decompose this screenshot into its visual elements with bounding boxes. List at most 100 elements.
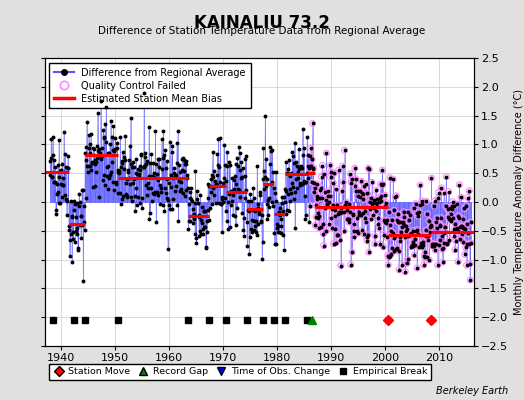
Point	[449, 198, 457, 205]
Point	[427, 222, 435, 228]
Point	[359, 196, 368, 203]
Point	[315, 213, 323, 220]
Point	[418, 244, 427, 250]
Point	[395, 218, 403, 225]
Point	[463, 220, 472, 227]
Point	[403, 260, 411, 266]
Point	[410, 205, 418, 211]
Point	[346, 170, 355, 177]
Point	[321, 189, 329, 196]
Text: Berkeley Earth: Berkeley Earth	[436, 386, 508, 396]
Point	[458, 223, 466, 229]
Point	[416, 201, 424, 208]
Point	[357, 178, 365, 184]
Point	[365, 249, 373, 255]
Point	[420, 254, 429, 260]
Point	[341, 202, 349, 208]
Point	[380, 203, 389, 209]
Point	[452, 228, 461, 234]
Point	[425, 224, 434, 230]
Point	[331, 207, 339, 213]
Point	[354, 188, 363, 194]
Point	[313, 196, 321, 202]
Point	[367, 204, 376, 211]
Point	[354, 230, 362, 236]
Point	[406, 232, 414, 238]
Point	[334, 211, 342, 217]
Point	[446, 204, 454, 211]
Point	[427, 175, 435, 182]
Point	[435, 242, 443, 248]
Point	[315, 195, 324, 202]
Point	[428, 240, 436, 247]
Point	[439, 245, 447, 251]
Point	[337, 204, 345, 211]
Point	[373, 203, 381, 210]
Point	[449, 214, 457, 221]
Point	[406, 212, 414, 218]
Point	[337, 208, 346, 215]
Legend: Station Move, Record Gap, Time of Obs. Change, Empirical Break: Station Move, Record Gap, Time of Obs. C…	[49, 364, 431, 380]
Point	[371, 233, 379, 239]
Point	[366, 206, 374, 212]
Point	[372, 208, 380, 214]
Point	[392, 192, 400, 199]
Point	[352, 188, 361, 194]
Point	[416, 182, 424, 188]
Point	[431, 247, 440, 253]
Point	[333, 232, 342, 238]
Point	[465, 260, 474, 267]
Point	[367, 195, 375, 201]
Point	[329, 202, 337, 208]
Point	[424, 233, 432, 240]
Point	[398, 262, 406, 268]
Point	[358, 190, 366, 196]
Point	[438, 233, 446, 239]
Point	[331, 226, 340, 232]
Point	[435, 237, 444, 244]
Point	[350, 234, 358, 241]
Point	[415, 244, 423, 250]
Point	[379, 232, 388, 238]
Point	[370, 241, 379, 247]
Point	[338, 188, 346, 194]
Point	[341, 203, 350, 210]
Point	[450, 202, 458, 209]
Point	[441, 229, 450, 236]
Point	[464, 194, 472, 201]
Point	[396, 238, 404, 244]
Point	[324, 188, 332, 194]
Point	[398, 219, 407, 225]
Point	[446, 211, 455, 217]
Point	[465, 188, 474, 194]
Point	[455, 182, 464, 188]
Point	[381, 192, 389, 198]
Point	[443, 240, 451, 246]
Point	[407, 244, 415, 250]
Point	[346, 209, 354, 215]
Point	[432, 241, 441, 247]
Point	[383, 234, 391, 240]
Point	[427, 222, 435, 229]
Point	[440, 240, 449, 246]
Point	[442, 203, 450, 209]
Point	[393, 244, 401, 251]
Point	[436, 222, 445, 228]
Point	[401, 223, 410, 229]
Point	[356, 194, 365, 200]
Point	[457, 194, 465, 201]
Point	[311, 202, 320, 208]
Point	[350, 228, 358, 234]
Point	[325, 221, 333, 227]
Point	[373, 196, 381, 202]
Point	[363, 234, 371, 241]
Point	[422, 198, 431, 205]
Point	[312, 193, 321, 199]
Point	[462, 262, 471, 268]
Point	[430, 243, 438, 249]
Point	[382, 199, 390, 206]
Point	[394, 211, 402, 217]
Point	[316, 224, 325, 230]
Point	[390, 248, 399, 254]
Point	[335, 236, 344, 243]
